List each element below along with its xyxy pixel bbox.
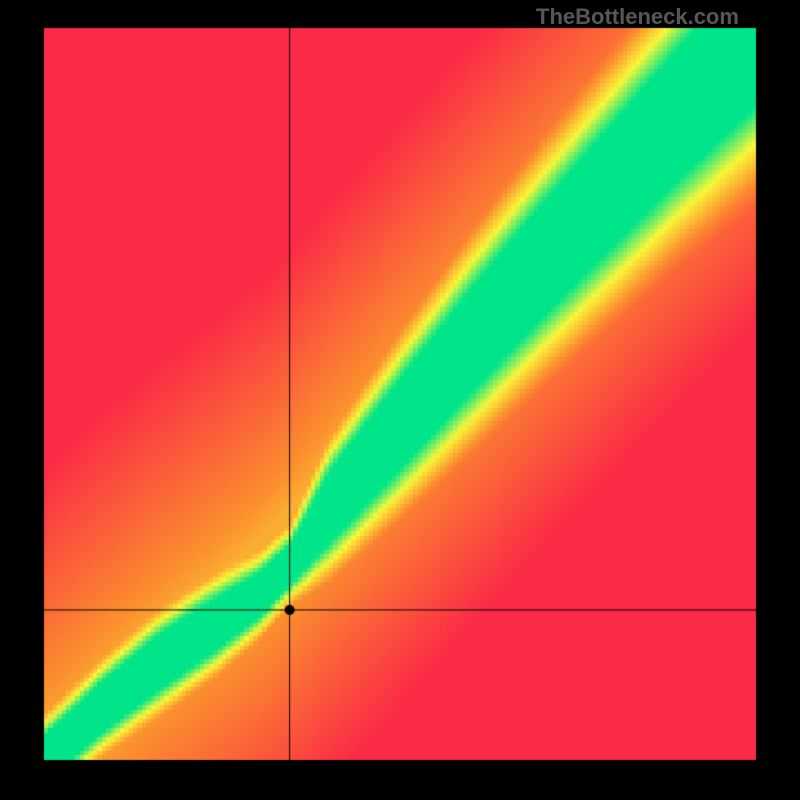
- chart-container: TheBottleneck.com: [0, 0, 800, 800]
- watermark-text: TheBottleneck.com: [536, 4, 739, 30]
- bottleneck-heatmap: [0, 0, 800, 800]
